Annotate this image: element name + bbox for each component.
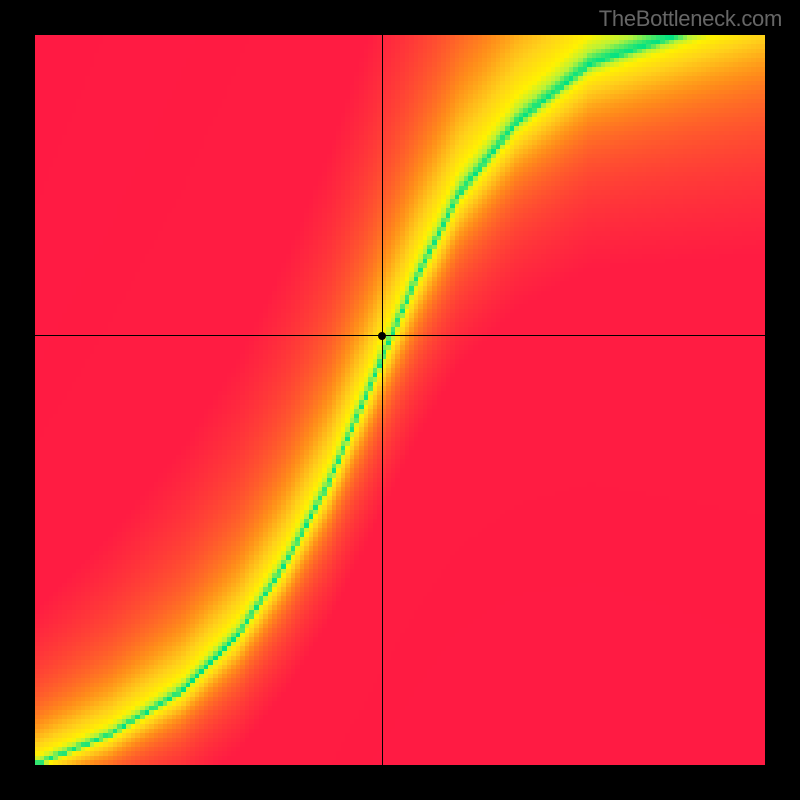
crosshair-marker	[378, 332, 386, 340]
heatmap-canvas	[35, 35, 765, 765]
chart-container: TheBottleneck.com	[0, 0, 800, 800]
crosshair-horizontal	[35, 335, 765, 336]
watermark-text: TheBottleneck.com	[599, 6, 782, 32]
crosshair-vertical	[382, 35, 383, 765]
